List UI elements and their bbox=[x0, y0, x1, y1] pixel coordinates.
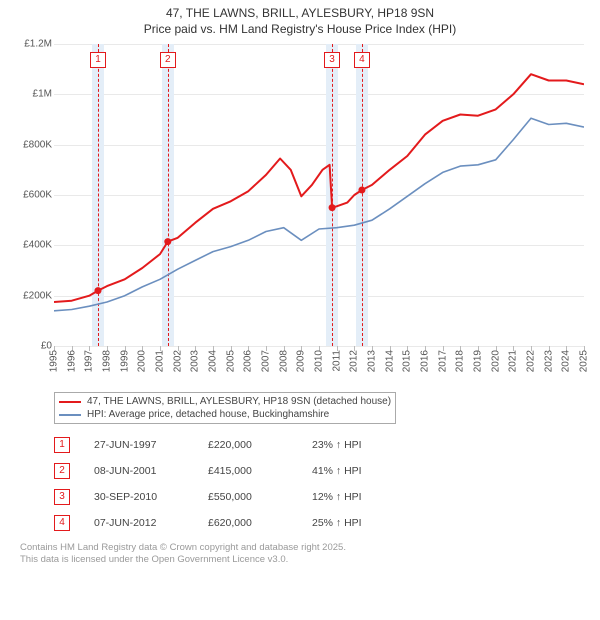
x-tick-label: 2009 bbox=[296, 350, 307, 372]
sales-row-date: 30-SEP-2010 bbox=[94, 491, 184, 503]
x-tick-label: 2017 bbox=[437, 350, 448, 372]
series-line-hpi bbox=[54, 118, 584, 311]
x-tick-label: 2022 bbox=[526, 350, 537, 372]
x-tick-label: 1996 bbox=[66, 350, 77, 372]
x-axis: 1995199619971998199920002001200220032004… bbox=[54, 346, 584, 386]
sale-marker-badge: 1 bbox=[90, 52, 106, 68]
sales-row-date: 27-JUN-1997 bbox=[94, 439, 184, 451]
sale-marker-badge: 2 bbox=[160, 52, 176, 68]
x-tick-label: 1995 bbox=[49, 350, 60, 372]
sale-dot bbox=[164, 238, 171, 245]
sale-dot bbox=[95, 287, 102, 294]
y-tick-label: £600K bbox=[23, 190, 52, 201]
chart-subtitle: Price paid vs. HM Land Registry's House … bbox=[10, 22, 590, 36]
sale-dot bbox=[358, 187, 365, 194]
x-tick-label: 2014 bbox=[384, 350, 395, 372]
x-tick-label: 2007 bbox=[261, 350, 272, 372]
sales-row-price: £415,000 bbox=[208, 465, 288, 477]
x-tick-label: 2003 bbox=[190, 350, 201, 372]
legend: 47, THE LAWNS, BRILL, AYLESBURY, HP18 9S… bbox=[54, 392, 396, 424]
x-tick-label: 2016 bbox=[420, 350, 431, 372]
legend-swatch bbox=[59, 401, 81, 403]
x-tick-label: 1999 bbox=[119, 350, 130, 372]
x-tick-label: 2021 bbox=[508, 350, 519, 372]
sales-row-delta: 41% ↑ HPI bbox=[312, 465, 402, 477]
x-tick-label: 2005 bbox=[225, 350, 236, 372]
x-tick-label: 2023 bbox=[543, 350, 554, 372]
x-tick-label: 2019 bbox=[473, 350, 484, 372]
sales-row-price: £620,000 bbox=[208, 517, 288, 529]
footer-attribution: Contains HM Land Registry data © Crown c… bbox=[20, 542, 590, 566]
x-tick-label: 1997 bbox=[84, 350, 95, 372]
chart-container: 47, THE LAWNS, BRILL, AYLESBURY, HP18 9S… bbox=[0, 0, 600, 620]
x-tick-label: 2006 bbox=[243, 350, 254, 372]
x-tick-label: 2004 bbox=[208, 350, 219, 372]
legend-label: HPI: Average price, detached house, Buck… bbox=[87, 409, 329, 420]
sales-table-row: 4 07-JUN-2012 £620,000 25% ↑ HPI bbox=[54, 510, 590, 536]
y-tick-label: £400K bbox=[23, 240, 52, 251]
y-tick-label: £200K bbox=[23, 290, 52, 301]
x-tick-label: 2008 bbox=[278, 350, 289, 372]
x-tick-label: 2015 bbox=[402, 350, 413, 372]
x-tick-label: 2002 bbox=[172, 350, 183, 372]
x-tick-label: 2018 bbox=[455, 350, 466, 372]
sales-row-badge: 2 bbox=[54, 463, 70, 479]
sale-marker-badge: 3 bbox=[324, 52, 340, 68]
legend-swatch bbox=[59, 414, 81, 416]
chart-svg bbox=[54, 44, 584, 346]
chart-titles: 47, THE LAWNS, BRILL, AYLESBURY, HP18 9S… bbox=[10, 6, 590, 36]
footer-line: This data is licensed under the Open Gov… bbox=[20, 554, 590, 566]
sales-row-badge: 3 bbox=[54, 489, 70, 505]
chart-title: 47, THE LAWNS, BRILL, AYLESBURY, HP18 9S… bbox=[10, 6, 590, 20]
x-tick-label: 2012 bbox=[349, 350, 360, 372]
sales-row-delta: 23% ↑ HPI bbox=[312, 439, 402, 451]
y-axis: £0£200K£400K£600K£800K£1M£1.2M bbox=[10, 44, 54, 346]
sales-row-price: £550,000 bbox=[208, 491, 288, 503]
sales-row-price: £220,000 bbox=[208, 439, 288, 451]
x-tick-label: 2011 bbox=[331, 350, 342, 372]
x-tick-label: 1998 bbox=[102, 350, 113, 372]
x-tick-label: 2013 bbox=[367, 350, 378, 372]
sales-row-delta: 12% ↑ HPI bbox=[312, 491, 402, 503]
x-tick-label: 2010 bbox=[314, 350, 325, 372]
x-tick-label: 2020 bbox=[490, 350, 501, 372]
legend-item: 47, THE LAWNS, BRILL, AYLESBURY, HP18 9S… bbox=[59, 395, 391, 408]
sales-table-row: 2 08-JUN-2001 £415,000 41% ↑ HPI bbox=[54, 458, 590, 484]
sales-row-badge: 4 bbox=[54, 515, 70, 531]
legend-item: HPI: Average price, detached house, Buck… bbox=[59, 408, 391, 421]
sales-table: 1 27-JUN-1997 £220,000 23% ↑ HPI 2 08-JUN-200… bbox=[54, 432, 590, 536]
sale-dot bbox=[329, 204, 336, 211]
plot-area: 1 2 34 bbox=[54, 44, 584, 346]
footer-line: Contains HM Land Registry data © Crown c… bbox=[20, 542, 590, 554]
sales-row-badge: 1 bbox=[54, 437, 70, 453]
x-tick-label: 2025 bbox=[579, 350, 590, 372]
x-tick-label: 2000 bbox=[137, 350, 148, 372]
y-tick-label: £1.2M bbox=[24, 39, 52, 50]
x-tick-label: 2024 bbox=[561, 350, 572, 372]
y-tick-label: £800K bbox=[23, 139, 52, 150]
y-tick-label: £1M bbox=[33, 89, 52, 100]
sales-row-date: 07-JUN-2012 bbox=[94, 517, 184, 529]
legend-label: 47, THE LAWNS, BRILL, AYLESBURY, HP18 9S… bbox=[87, 396, 391, 407]
chart-area: £0£200K£400K£600K£800K£1M£1.2M 1234 1995… bbox=[10, 44, 590, 386]
sale-marker-badge: 4 bbox=[354, 52, 370, 68]
sales-table-row: 3 30-SEP-2010 £550,000 12% ↑ HPI bbox=[54, 484, 590, 510]
sales-row-delta: 25% ↑ HPI bbox=[312, 517, 402, 529]
series-line-price_paid bbox=[54, 74, 584, 302]
sales-table-row: 1 27-JUN-1997 £220,000 23% ↑ HPI bbox=[54, 432, 590, 458]
x-tick-label: 2001 bbox=[155, 350, 166, 372]
sales-row-date: 08-JUN-2001 bbox=[94, 465, 184, 477]
